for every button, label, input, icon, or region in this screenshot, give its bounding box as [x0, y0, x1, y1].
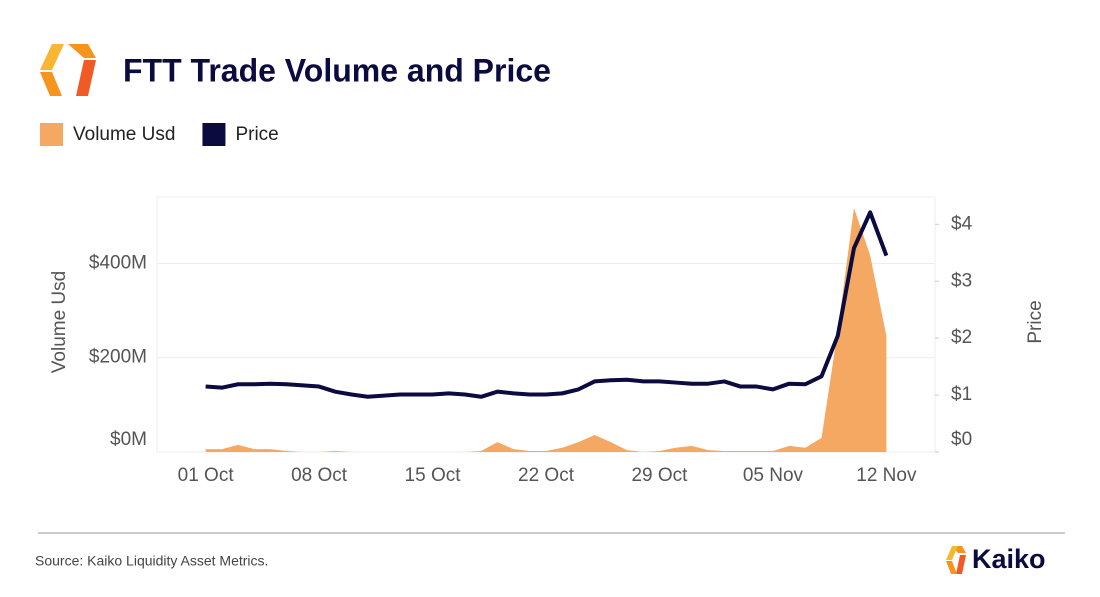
plot-frame — [156, 196, 936, 453]
price-line — [205, 210, 889, 399]
legend-label: Volume Usd — [73, 124, 175, 145]
legend-swatch — [40, 123, 63, 146]
y2-tick-label: $0 — [951, 429, 972, 450]
legend-swatch — [202, 123, 226, 146]
y2-axis-label: Price — [1025, 300, 1046, 343]
y2-tick-label: $2 — [951, 327, 972, 348]
y2-tick-label: $4 — [951, 213, 973, 234]
logo — [40, 44, 96, 96]
x-tick-label: 15 Oct — [405, 465, 462, 486]
volume-area — [205, 207, 887, 452]
x-tick-label: 29 Oct — [631, 465, 688, 486]
legend-label: Price — [235, 124, 278, 145]
x-tick-label: 05 Nov — [743, 465, 804, 486]
y-axis-label: Volume Usd — [49, 271, 70, 373]
x-tick-label: 08 Oct — [291, 465, 348, 486]
x-tick-label: 12 Nov — [856, 465, 917, 486]
y2-tick-label: $3 — [951, 270, 972, 291]
brand-logo — [946, 546, 966, 574]
source: Source: Kaiko Liquidity Asset Metrics. — [35, 553, 268, 569]
y-tick-label: $200M — [89, 347, 147, 368]
y-tick-label: $0M — [110, 429, 147, 450]
chart-title: FTT Trade Volume and Price — [123, 52, 551, 88]
x-tick-label: 22 Oct — [518, 465, 575, 486]
y-tick-label: $400M — [89, 252, 147, 273]
brand: Kaiko — [972, 544, 1046, 574]
y2-tick-label: $1 — [951, 384, 972, 405]
x-tick-label: 01 Oct — [178, 465, 235, 486]
